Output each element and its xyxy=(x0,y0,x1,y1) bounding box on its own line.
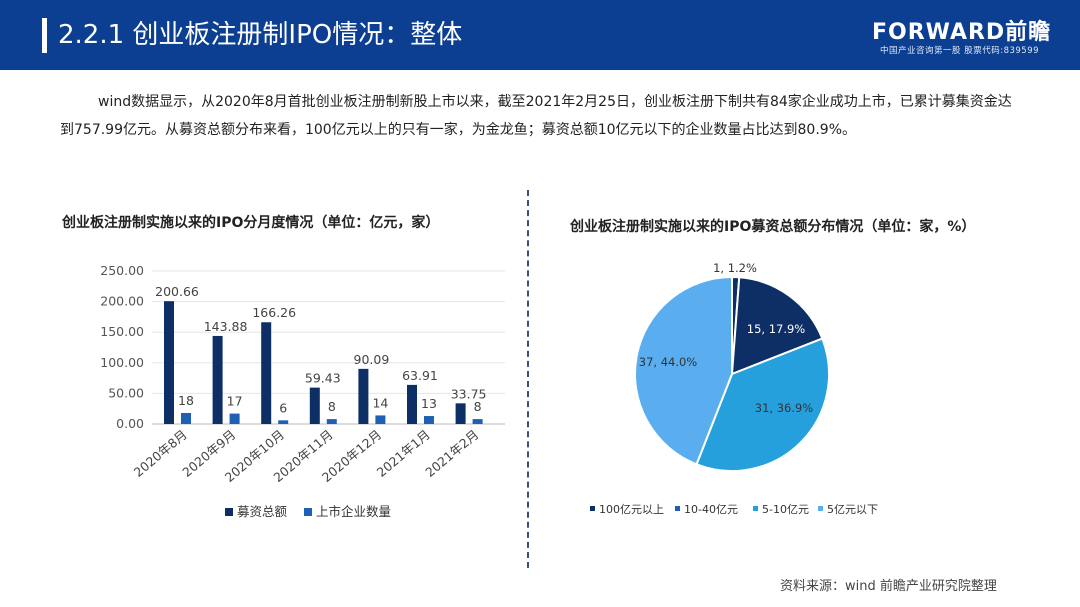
bar-amount xyxy=(164,301,174,424)
bar-count xyxy=(229,413,240,424)
bar-amount xyxy=(261,322,272,424)
y-tick-label: 100.00 xyxy=(100,355,144,370)
bar-count xyxy=(375,415,386,424)
y-tick-label: 150.00 xyxy=(100,324,144,339)
header-banner: 2.2.1 创业板注册制IPO情况：整体 FORWARD前瞻 中国产业咨询第一股… xyxy=(0,0,1080,70)
legend-swatch xyxy=(590,506,595,511)
title-accent-bar xyxy=(42,18,47,53)
bar-count-label: 8 xyxy=(474,399,482,414)
y-tick-label: 0.00 xyxy=(116,416,144,431)
bar-amount-label: 143.88 xyxy=(204,319,248,334)
legend-swatch xyxy=(675,506,680,511)
bar-amount xyxy=(309,387,320,424)
legend-label: 5-10亿元 xyxy=(762,503,809,516)
legend-swatch xyxy=(818,506,823,511)
legend-label-amount: 募资总额 xyxy=(237,504,288,519)
bar-amount-label: 90.09 xyxy=(354,352,390,367)
legend-swatch-amount xyxy=(225,508,233,516)
y-tick-label: 250.00 xyxy=(100,263,144,278)
bar-count-label: 17 xyxy=(227,394,243,409)
y-tick-label: 50.00 xyxy=(108,385,144,400)
bar-amount-label: 166.26 xyxy=(252,305,296,320)
bar-chart: 0.00 50.00 100.00 150.00 200.00 250.00 200.66 1… xyxy=(100,263,505,519)
bar-amount xyxy=(212,335,223,424)
pie-chart: 1, 1.2% 15, 17.9% 31, 36.9% 37, 44.0% 100亿元以… xyxy=(590,261,878,516)
bar-count xyxy=(278,420,289,424)
page-title: 2.2.1 创业板注册制IPO情况：整体 xyxy=(58,20,463,50)
bar-amount-label: 59.43 xyxy=(305,371,341,386)
brand-logo: FORWARD前瞻 xyxy=(872,20,1052,45)
source-note: 资料来源：wind 前瞻产业研究院整理 xyxy=(780,579,997,594)
bar-count-label: 6 xyxy=(279,400,287,415)
bar-count-label: 13 xyxy=(421,396,437,411)
section-divider xyxy=(527,190,529,568)
legend-label-count: 上市企业数量 xyxy=(316,504,391,519)
brand-subtitle: 中国产业咨询第一股 股票代码:839599 xyxy=(880,46,1040,56)
legend-label: 5亿元以下 xyxy=(827,503,878,516)
bar-chart-title: 创业板注册制实施以来的IPO分月度情况（单位：亿元，家） xyxy=(62,215,440,231)
bar-count-label: 14 xyxy=(372,395,388,410)
legend-swatch-count xyxy=(304,508,312,516)
pie-slice-label: 1, 1.2% xyxy=(713,261,757,275)
bar-amount xyxy=(407,384,417,424)
bar-count xyxy=(181,412,191,424)
bar-amount-label: 200.66 xyxy=(155,284,199,299)
legend-swatch xyxy=(753,506,758,511)
y-tick-label: 200.00 xyxy=(100,294,144,309)
pie-slice xyxy=(695,337,830,472)
pie-slice xyxy=(730,276,824,376)
bar-count xyxy=(424,416,434,424)
pie-slice-label: 37, 44.0% xyxy=(639,355,698,369)
bar-amount xyxy=(455,403,466,424)
bar-amount-label: 33.75 xyxy=(451,386,487,401)
legend-label: 10-40亿元 xyxy=(684,503,738,516)
bar-amount-label: 63.91 xyxy=(402,368,438,383)
bar-count-label: 8 xyxy=(328,399,336,414)
legend-label: 100亿元以上 xyxy=(599,503,664,516)
bar-amount xyxy=(358,368,369,424)
x-tick-label: 2021年2月 xyxy=(422,427,481,480)
intro-paragraph: wind数据显示，从2020年8月首批创业板注册制新股上市以来，截至2021年2… xyxy=(60,94,1012,138)
pie-slice-label: 15, 17.9% xyxy=(747,322,806,336)
bar-count xyxy=(326,419,337,424)
pie-slice xyxy=(634,275,733,466)
pie-slice-label: 31, 36.9% xyxy=(755,401,814,415)
bar-count-label: 18 xyxy=(178,393,194,408)
bar-count xyxy=(472,419,483,424)
pie-chart-title: 创业板注册制实施以来的IPO募资总额分布情况（单位：家，%） xyxy=(570,219,976,235)
